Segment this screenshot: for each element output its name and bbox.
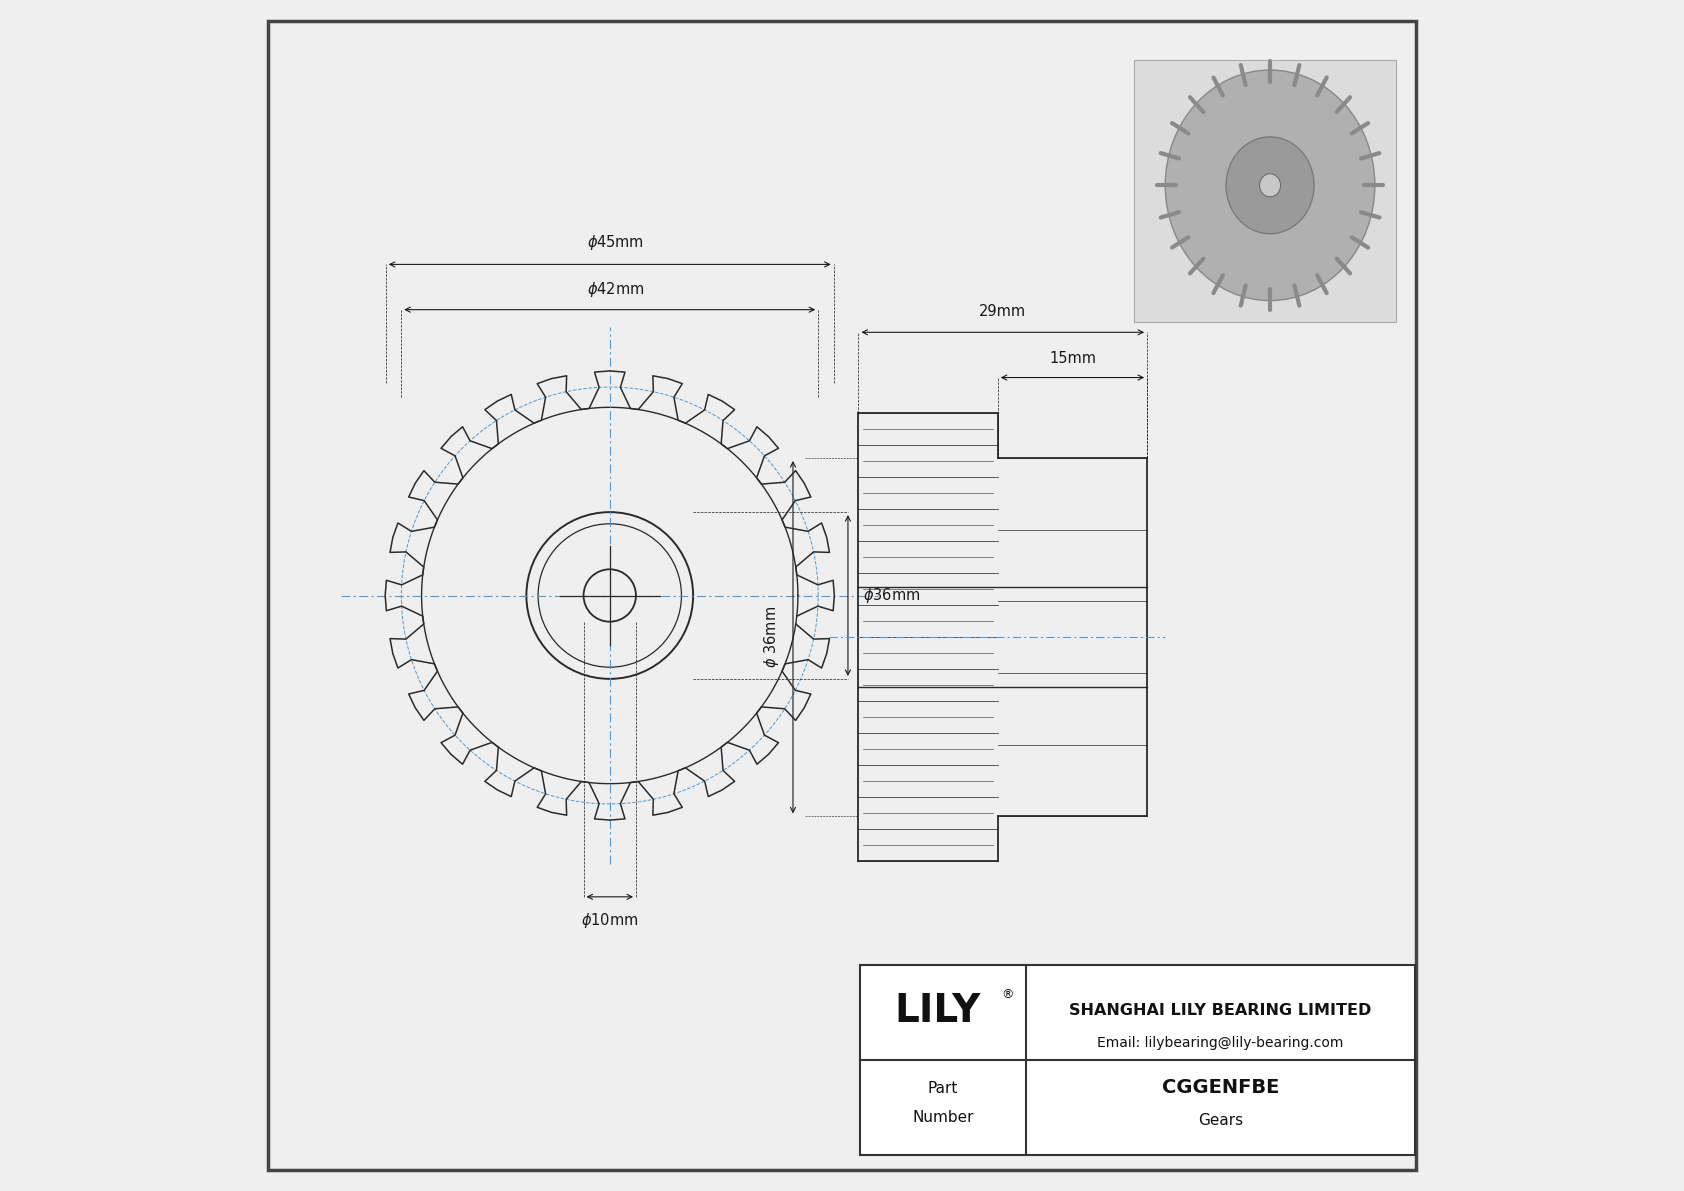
Text: Email: lilybearing@lily-bearing.com: Email: lilybearing@lily-bearing.com	[1098, 1036, 1344, 1049]
Text: Part: Part	[928, 1081, 958, 1096]
Text: SHANGHAI LILY BEARING LIMITED: SHANGHAI LILY BEARING LIMITED	[1069, 1003, 1372, 1018]
Text: $\phi$36mm: $\phi$36mm	[864, 586, 921, 605]
Text: 29mm: 29mm	[978, 304, 1026, 319]
Text: ®: ®	[1002, 989, 1014, 1002]
Ellipse shape	[1226, 137, 1314, 233]
Text: $\phi$ 36mm: $\phi$ 36mm	[763, 606, 781, 668]
Bar	[861, 965, 1415, 1155]
Text: CGGENFBE: CGGENFBE	[1162, 1078, 1280, 1097]
Text: LILY: LILY	[894, 992, 980, 1030]
Text: 15mm: 15mm	[1049, 350, 1096, 366]
Text: $\phi$45mm: $\phi$45mm	[588, 233, 643, 252]
Text: Number: Number	[913, 1110, 973, 1124]
Ellipse shape	[1165, 70, 1374, 300]
Bar	[1133, 60, 1396, 322]
Text: Gears: Gears	[1197, 1114, 1243, 1128]
Ellipse shape	[1260, 174, 1280, 197]
Text: $\phi$10mm: $\phi$10mm	[581, 911, 638, 930]
Text: $\phi$42mm: $\phi$42mm	[588, 280, 645, 299]
